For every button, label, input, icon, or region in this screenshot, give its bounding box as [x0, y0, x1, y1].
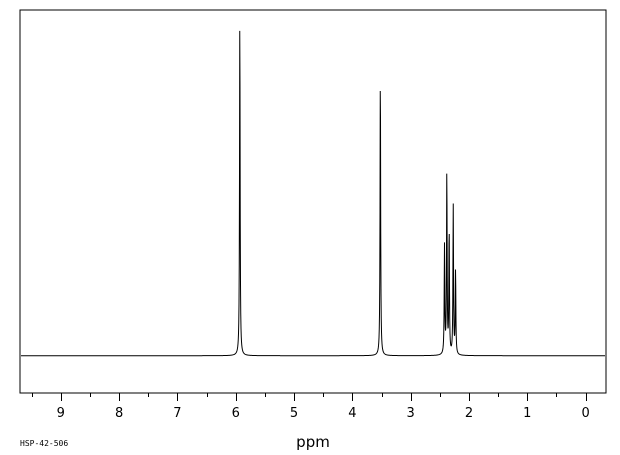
x-tick-label: 7	[173, 406, 181, 421]
x-tick-label: 1	[523, 406, 531, 421]
x-tick-label: 9	[57, 406, 65, 421]
x-tick-label: 5	[290, 406, 298, 421]
x-major-ticks	[61, 393, 587, 401]
x-axis-title: ppm	[296, 433, 330, 451]
x-tick-label: 0	[581, 406, 589, 421]
x-tick-label: 6	[232, 406, 240, 421]
x-minor-ticks	[32, 393, 557, 397]
x-tick-label: 4	[348, 406, 356, 421]
spectrum-trace	[21, 30, 605, 357]
x-tick-labels: 9 8 7 6 5 4 3 2 1 0	[57, 406, 590, 421]
x-tick-label: 2	[465, 406, 473, 421]
x-tick-label: 8	[115, 406, 123, 421]
sample-code-label: HSP-42-506	[20, 439, 68, 448]
plot-frame	[19, 9, 607, 394]
x-tick-label: 3	[407, 406, 415, 421]
